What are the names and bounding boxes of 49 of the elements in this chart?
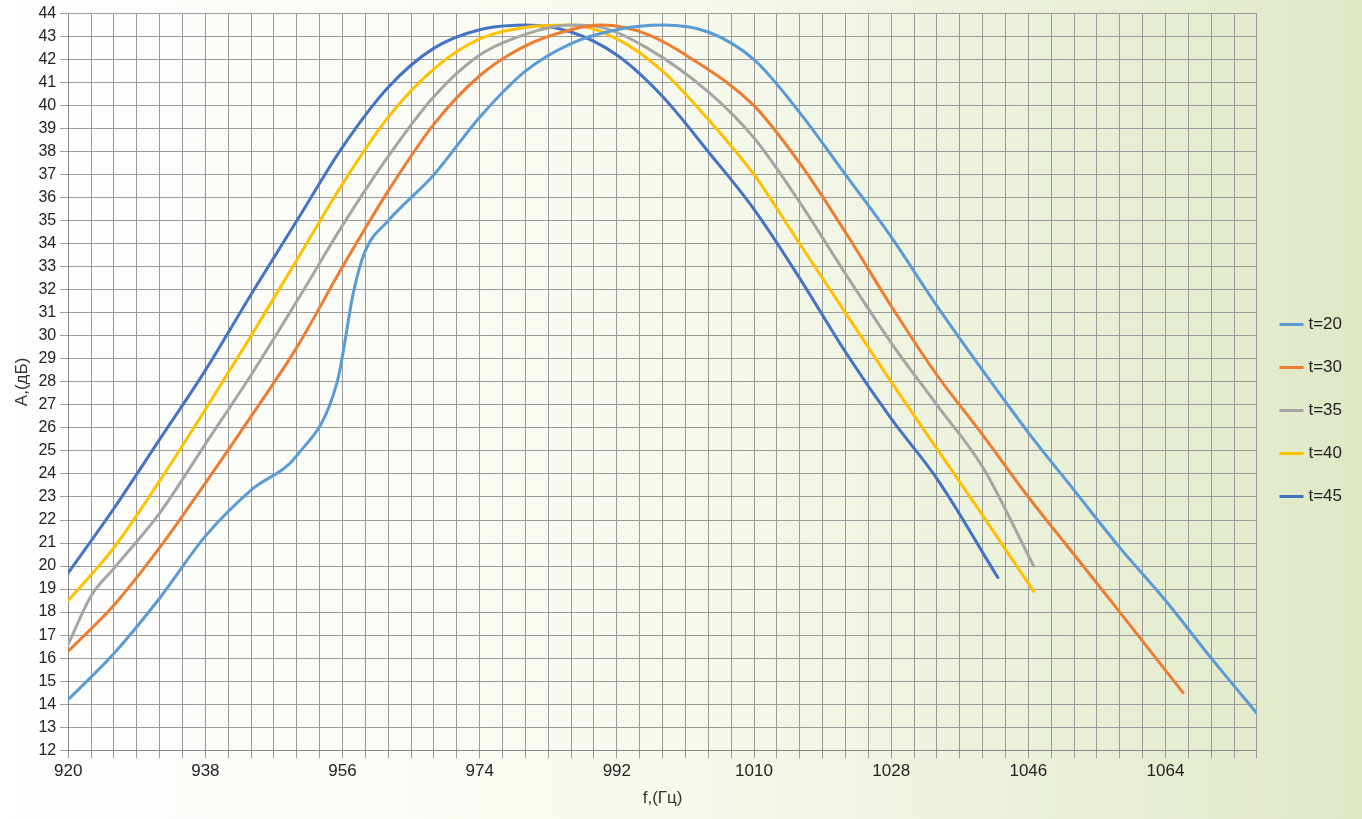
y-tick-label: 38: [38, 142, 57, 160]
x-tick-label: 1028: [872, 761, 911, 781]
x-tick-label: 974: [465, 761, 494, 781]
y-tick-label: 42: [38, 50, 57, 68]
y-tick-label: 39: [38, 119, 57, 137]
legend-label: t=45: [1308, 486, 1342, 506]
legend-label: t=30: [1308, 357, 1342, 377]
y-tick-label: 40: [38, 96, 57, 114]
y-axis-title: A,(дБ): [11, 357, 31, 407]
y-tick-label: 33: [38, 257, 57, 275]
y-tick-label: 26: [38, 418, 57, 436]
x-tick-label: 992: [602, 761, 632, 781]
y-tick-label: 21: [38, 533, 57, 551]
x-tick-label: 956: [328, 761, 357, 781]
y-tick-label: 41: [38, 73, 57, 91]
y-tick-label: 37: [38, 165, 57, 183]
y-tick-label: 43: [38, 27, 57, 45]
y-tick-label: 30: [38, 326, 57, 344]
y-tick-label: 16: [38, 648, 57, 666]
y-tick-label: 28: [38, 372, 57, 390]
y-tick-label: 24: [38, 464, 57, 482]
legend-label: t=35: [1308, 400, 1342, 420]
y-tick-label: 27: [38, 395, 57, 413]
x-tick-label: 1046: [1009, 761, 1048, 781]
y-tick-label: 25: [38, 441, 57, 459]
legend-label: t=40: [1308, 443, 1342, 463]
y-tick-label: 31: [38, 303, 57, 321]
y-tick-label: 34: [38, 234, 57, 252]
x-tick-label: 938: [191, 761, 220, 781]
x-tick-label: 920: [54, 761, 83, 781]
y-tick-label: 35: [38, 211, 57, 229]
y-tick-label: 32: [38, 280, 57, 298]
y-tick-label: 20: [38, 556, 57, 574]
y-tick-label: 17: [38, 625, 57, 643]
legend-label: t=20: [1308, 314, 1342, 334]
y-tick-label: 18: [38, 602, 57, 620]
y-tick-label: 22: [38, 510, 57, 528]
x-tick-label: 1010: [735, 761, 773, 781]
y-tick-label: 36: [38, 188, 57, 206]
x-tick-label: 1064: [1146, 761, 1185, 781]
y-tick-label: 19: [38, 579, 57, 597]
y-tick-label: 15: [38, 671, 57, 689]
y-tick-label: 14: [38, 694, 57, 712]
y-tick-label: 12: [38, 740, 57, 758]
y-tick-label: 29: [38, 349, 57, 367]
y-tick-label: 23: [38, 487, 57, 505]
x-axis-title: f,(Гц): [642, 788, 683, 808]
y-tick-label: 13: [38, 717, 57, 735]
y-tick-label: 44: [38, 4, 57, 22]
